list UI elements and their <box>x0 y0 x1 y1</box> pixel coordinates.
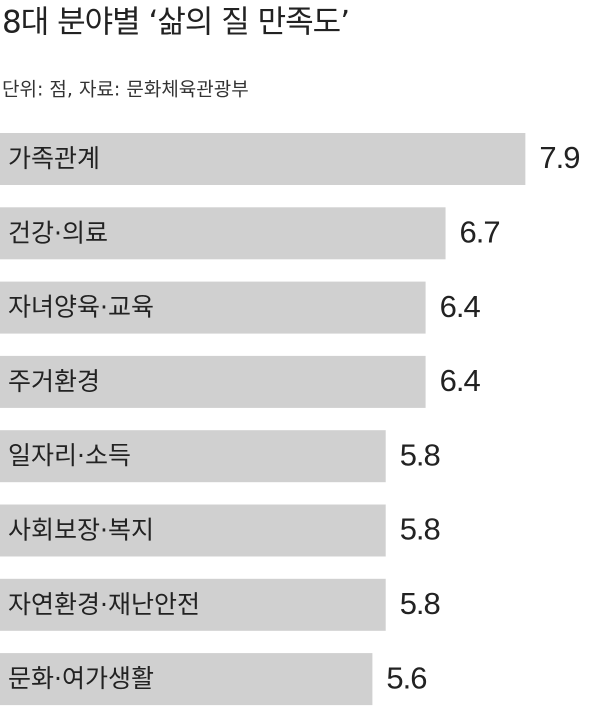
bar <box>0 355 426 408</box>
chart-title: 8대 분야별 ‘삶의 질 만족도’ <box>2 5 349 41</box>
bar <box>0 133 526 185</box>
category-label: 사회보장·복지 <box>8 516 154 545</box>
bar <box>0 578 386 631</box>
category-label: 주거환경 <box>8 367 100 396</box>
bar <box>0 653 373 706</box>
category-label: 가족관계 <box>8 144 100 173</box>
value-label: 5.6 <box>386 660 426 695</box>
bar <box>0 430 386 483</box>
chart-subtitle: 단위: 점, 자료: 문화체육관광부 <box>2 79 249 101</box>
value-label: 6.7 <box>460 214 500 249</box>
category-label: 자연환경·재난안전 <box>8 590 200 619</box>
value-label: 6.4 <box>440 363 481 398</box>
value-label: 7.9 <box>539 140 579 175</box>
category-label: 건강·의료 <box>8 218 108 247</box>
value-label: 6.4 <box>440 289 481 324</box>
value-label: 5.8 <box>400 437 440 472</box>
bar <box>0 207 446 260</box>
bar <box>0 504 386 557</box>
category-label: 자녀양육·교육 <box>8 293 154 322</box>
category-label: 문화·여가생활 <box>8 664 154 693</box>
bar <box>0 281 426 334</box>
value-label: 5.8 <box>400 586 440 621</box>
category-label: 일자리·소득 <box>8 441 131 470</box>
value-label: 5.8 <box>400 512 440 547</box>
